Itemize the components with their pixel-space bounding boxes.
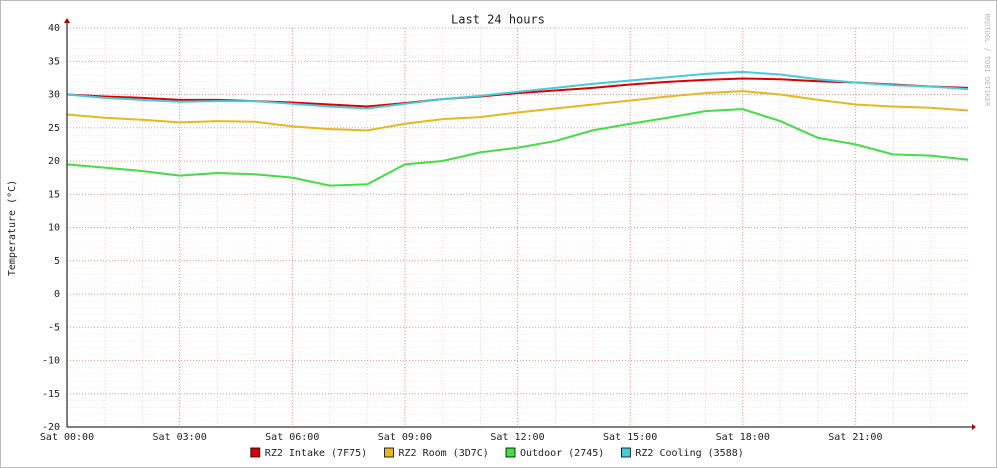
x-tick-label: Sat 03:00 xyxy=(153,432,207,443)
y-tick-label: 10 xyxy=(48,223,60,234)
legend-swatch xyxy=(621,447,631,458)
y-tick-label: 35 xyxy=(48,56,60,67)
x-arrow xyxy=(972,424,976,430)
y-tick-label: -10 xyxy=(42,356,60,367)
x-tick-label: Sat 15:00 xyxy=(603,432,657,443)
legend-swatch xyxy=(250,447,261,458)
x-tick-label: Sat 09:00 xyxy=(378,432,432,443)
y-tick-label: 5 xyxy=(54,256,60,267)
x-tick-label: Sat 06:00 xyxy=(265,432,319,443)
legend-label: Outdoor (2745) xyxy=(520,448,604,459)
y-tick-label: -5 xyxy=(48,322,60,333)
y-axis-label: Temperature (°C) xyxy=(7,180,18,276)
legend-swatch xyxy=(505,447,516,458)
legend: RZ2 Intake (7F75) RZ2 Room (3D7C) Outdoor … xyxy=(250,447,744,459)
legend-label: RZ2 Intake (7F75) xyxy=(265,448,367,459)
y-tick-label: 25 xyxy=(48,123,60,134)
series-line xyxy=(66,90,969,132)
y-tick-label: 30 xyxy=(48,90,60,101)
series-line xyxy=(66,70,969,110)
lines xyxy=(66,70,969,187)
y-arrow xyxy=(64,18,70,23)
y-tick-label: -20 xyxy=(42,422,60,433)
y-tick-label: 15 xyxy=(48,189,60,200)
y-tick-label: 40 xyxy=(48,23,60,34)
y-tick-label: 0 xyxy=(54,289,60,300)
x-tick-label: Sat 21:00 xyxy=(828,432,882,443)
legend-swatch xyxy=(384,447,394,458)
grid: -20 -15 -10 -5 0 5 10 15 20 25 30 35 40 Sat 00:00 Sat … xyxy=(40,23,968,443)
x-tick-label: Sat 18:00 xyxy=(716,432,770,443)
watermark: RRDTOOL / TOBI OETIKER xyxy=(983,14,991,108)
legend-label: RZ2 Cooling (3588) xyxy=(635,448,743,459)
x-tick-label: Sat 00:00 xyxy=(40,432,94,443)
y-tick-label: -15 xyxy=(42,389,60,400)
y-tick-label: 20 xyxy=(48,156,60,167)
chart-title: Last 24 hours xyxy=(451,13,545,27)
x-tick-label: Sat 12:00 xyxy=(490,432,544,443)
legend-label: RZ2 Room (3D7C) xyxy=(399,448,489,459)
series-line xyxy=(66,77,969,108)
series-line xyxy=(66,108,969,187)
